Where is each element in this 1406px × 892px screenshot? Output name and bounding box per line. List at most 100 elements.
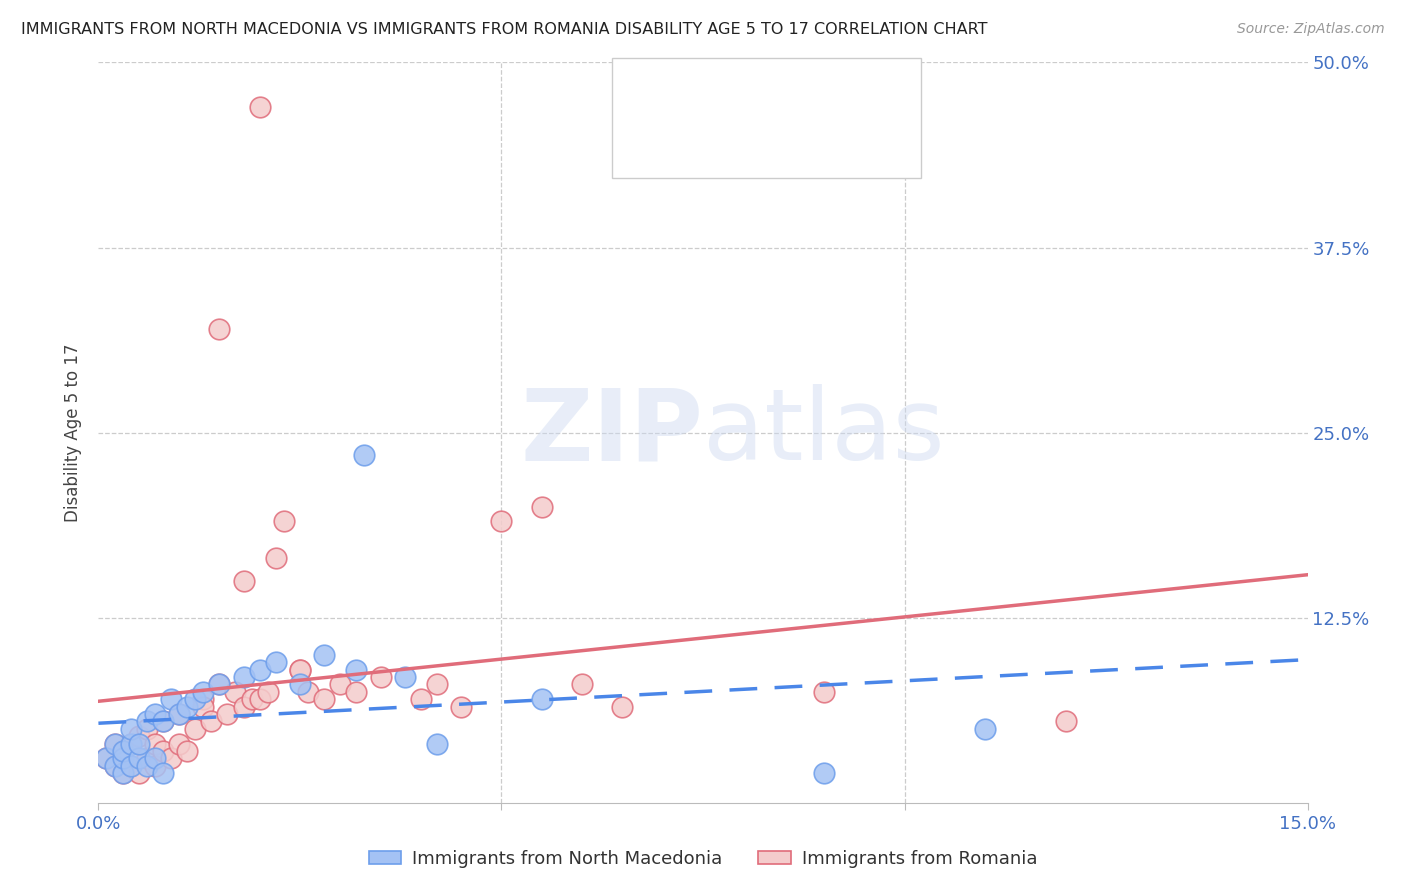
Point: [135, 758, 157, 772]
Text: 51: 51: [817, 129, 842, 147]
Point: [128, 766, 150, 780]
Point: [111, 751, 134, 765]
Point: [288, 663, 311, 677]
Point: [143, 758, 166, 772]
Point: [264, 551, 287, 566]
Point: [249, 663, 271, 677]
Point: [120, 758, 142, 772]
Point: [143, 706, 166, 721]
Text: 35: 35: [817, 80, 842, 98]
Point: [249, 692, 271, 706]
Point: [120, 737, 142, 751]
Point: [344, 685, 367, 699]
Point: [974, 722, 997, 736]
Text: N =: N =: [761, 80, 813, 98]
Point: [160, 751, 183, 765]
Point: [96, 751, 118, 765]
Point: [96, 751, 118, 765]
Point: [103, 737, 125, 751]
Point: [329, 677, 352, 691]
Point: [184, 722, 207, 736]
Point: [273, 515, 295, 529]
Point: [152, 744, 174, 758]
Point: [288, 663, 311, 677]
Point: [249, 100, 271, 114]
Point: [160, 692, 183, 706]
Point: [450, 699, 472, 714]
Point: [370, 670, 392, 684]
Point: [571, 677, 593, 691]
Point: [813, 685, 835, 699]
Point: [353, 448, 375, 462]
Point: [288, 677, 311, 691]
Point: [297, 685, 319, 699]
Point: [208, 322, 231, 336]
Point: [813, 766, 835, 780]
Point: [128, 737, 150, 751]
Point: [103, 737, 125, 751]
Point: [224, 685, 246, 699]
Point: [152, 714, 174, 729]
Point: [128, 729, 150, 743]
Y-axis label: Disability Age 5 to 17: Disability Age 5 to 17: [63, 343, 82, 522]
Point: [217, 706, 239, 721]
Point: [256, 685, 278, 699]
Point: [103, 758, 125, 772]
Point: [208, 677, 231, 691]
Point: [167, 737, 190, 751]
Point: [128, 751, 150, 765]
Point: [167, 706, 190, 721]
Point: [232, 699, 254, 714]
Text: ZIP: ZIP: [520, 384, 703, 481]
Point: [143, 751, 166, 765]
Point: [135, 714, 157, 729]
Point: [176, 744, 198, 758]
Text: Source: ZipAtlas.com: Source: ZipAtlas.com: [1237, 22, 1385, 37]
Point: [193, 699, 215, 714]
Point: [491, 515, 513, 529]
Point: [530, 692, 553, 706]
Point: [152, 766, 174, 780]
Text: N =: N =: [761, 129, 813, 147]
Point: [426, 737, 449, 751]
Point: [167, 706, 190, 721]
Point: [176, 699, 198, 714]
Point: [409, 692, 432, 706]
Point: [135, 722, 157, 736]
Point: [120, 722, 142, 736]
Text: 0.212: 0.212: [710, 129, 766, 147]
Text: IMMIGRANTS FROM NORTH MACEDONIA VS IMMIGRANTS FROM ROMANIA DISABILITY AGE 5 TO 1: IMMIGRANTS FROM NORTH MACEDONIA VS IMMIG…: [21, 22, 987, 37]
Point: [394, 670, 416, 684]
Text: R =: R =: [665, 129, 704, 147]
Text: atlas: atlas: [703, 384, 945, 481]
Point: [120, 737, 142, 751]
Text: R =: R =: [665, 80, 704, 98]
Point: [1054, 714, 1077, 729]
Point: [314, 648, 336, 662]
Point: [200, 714, 222, 729]
Point: [344, 663, 367, 677]
Point: [184, 692, 207, 706]
Point: [530, 500, 553, 514]
Point: [152, 714, 174, 729]
Point: [208, 677, 231, 691]
Point: [120, 758, 142, 772]
Point: [193, 685, 215, 699]
Point: [143, 737, 166, 751]
Point: [232, 574, 254, 588]
Point: [426, 677, 449, 691]
Point: [232, 670, 254, 684]
Point: [111, 744, 134, 758]
Point: [135, 751, 157, 765]
Point: [111, 766, 134, 780]
Point: [612, 699, 634, 714]
Legend: Immigrants from North Macedonia, Immigrants from Romania: Immigrants from North Macedonia, Immigra…: [361, 843, 1045, 875]
Point: [264, 655, 287, 669]
Point: [111, 766, 134, 780]
Point: [240, 692, 263, 706]
Point: [193, 692, 215, 706]
Text: 0.269: 0.269: [710, 80, 766, 98]
Point: [103, 758, 125, 772]
Point: [314, 692, 336, 706]
Point: [111, 744, 134, 758]
